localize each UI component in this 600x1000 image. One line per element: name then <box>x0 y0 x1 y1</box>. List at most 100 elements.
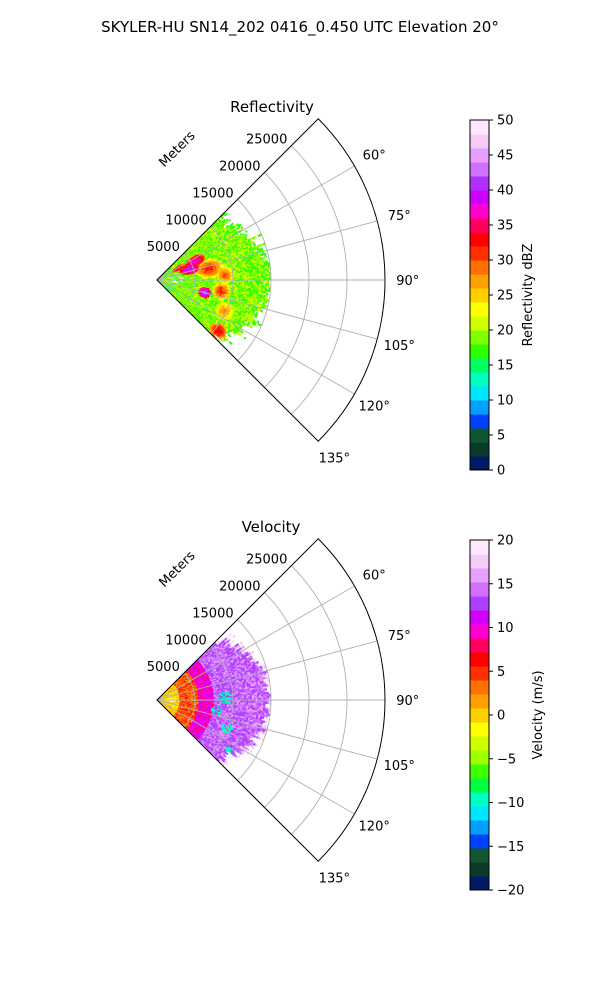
colorbar-segment <box>470 302 489 317</box>
colorbar-segment <box>470 190 489 205</box>
azimuth-tick-label: 135° <box>319 451 350 466</box>
colorbar-segment <box>470 414 489 429</box>
data-cell <box>238 281 241 284</box>
range-tick-label: 5000 <box>147 240 180 255</box>
data-cell <box>253 281 257 284</box>
colorbar-tick-label: 0 <box>497 464 505 479</box>
colorbar-segment <box>470 456 489 471</box>
data-cell <box>257 272 260 275</box>
data-cell <box>253 235 257 239</box>
data-cell <box>259 274 262 277</box>
colorbar-tick-label: 10 <box>497 394 514 409</box>
colorbar-segment <box>470 218 489 233</box>
colorbar-tick-label: 20 <box>497 324 514 339</box>
data-cell <box>228 218 232 222</box>
data-cell <box>175 281 179 283</box>
range-tick-label: 20000 <box>219 160 260 175</box>
azimuth-tick-label: 120° <box>359 399 390 414</box>
data-cell <box>236 276 239 279</box>
colorbar-segment <box>470 204 489 219</box>
colorbar-segment <box>470 330 489 345</box>
azimuth-tick-label: 90° <box>396 274 419 289</box>
range-tick-label: 25000 <box>246 133 287 148</box>
data-cell <box>247 276 251 279</box>
data-cell <box>259 281 262 284</box>
data-cell <box>238 275 241 278</box>
data-cell <box>264 254 267 258</box>
data-cell <box>266 269 270 273</box>
data-cell <box>177 281 180 283</box>
data-cell <box>225 218 229 222</box>
data-cell <box>253 276 257 279</box>
data-cell <box>260 270 264 273</box>
data-cell <box>264 276 268 279</box>
data-cell <box>264 300 268 304</box>
data-cell <box>263 274 266 277</box>
colorbar-segment <box>470 134 489 149</box>
data-cell <box>177 280 181 282</box>
data-cell <box>244 281 247 284</box>
data-cell <box>264 285 268 288</box>
data-cell <box>175 276 178 278</box>
data-cell <box>175 276 178 278</box>
colorbar-label: Reflectivity dBZ <box>521 244 536 347</box>
data-cell <box>259 276 262 279</box>
data-cell <box>179 282 182 285</box>
data-cell <box>173 277 177 279</box>
colorbar-tick-label: 15 <box>497 359 514 374</box>
data-cell <box>264 281 268 284</box>
data-cell <box>257 276 260 279</box>
colorbar-segment <box>470 400 489 415</box>
data-cell <box>256 320 260 324</box>
colorbar-tick-label: 30 <box>497 254 514 269</box>
colorbar-segment <box>470 344 489 359</box>
data-cell <box>266 285 270 289</box>
data-cell <box>266 273 270 277</box>
range-tick-label: 15000 <box>192 186 233 201</box>
data-cell <box>179 278 182 280</box>
azimuth-tick-label: 60° <box>363 149 386 164</box>
data-cell <box>261 276 264 279</box>
data-cell <box>263 281 266 285</box>
data-cell <box>179 281 182 283</box>
data-cell <box>261 274 264 277</box>
data-cell <box>262 256 266 260</box>
colorbar-tick-label: 5 <box>497 429 505 444</box>
data-cell <box>242 276 245 279</box>
colorbar-segment <box>470 232 489 247</box>
colorbar-segment <box>470 358 489 373</box>
colorbar-tick-label: 50 <box>497 114 514 129</box>
data-cell <box>243 336 247 340</box>
data-cell <box>260 309 264 313</box>
data-cell <box>247 281 251 284</box>
colorbar-segment <box>470 120 489 135</box>
figure-suptitle: SKYLER-HU SN14_202 0416_0.450 UTC Elevat… <box>101 18 499 37</box>
data-cell <box>266 283 270 287</box>
data-cell <box>244 275 247 278</box>
colorbar-tick-label: 35 <box>497 219 514 234</box>
data-cell <box>266 275 270 279</box>
colorbar-segment <box>470 386 489 401</box>
data-cell <box>258 270 262 274</box>
data-cell <box>181 280 184 282</box>
colorbar-segment <box>470 162 489 177</box>
colorbar-segment <box>470 442 489 457</box>
data-cell <box>266 281 270 285</box>
data-cell <box>253 274 256 277</box>
data-cell <box>173 281 177 283</box>
colorbar-segment <box>470 372 489 387</box>
azimuth-tick-label: 105° <box>384 339 415 354</box>
azimuth-tick-label: 75° <box>388 209 411 224</box>
data-cell <box>175 277 179 279</box>
data-cell <box>254 315 258 319</box>
colorbar-segment <box>470 274 489 289</box>
data-cell <box>181 278 184 280</box>
data-cell <box>262 287 266 290</box>
colorbar-segment <box>470 428 489 443</box>
colorbar-segment <box>470 246 489 261</box>
data-cell <box>240 276 243 279</box>
reflectivity-data-field <box>156 212 272 346</box>
